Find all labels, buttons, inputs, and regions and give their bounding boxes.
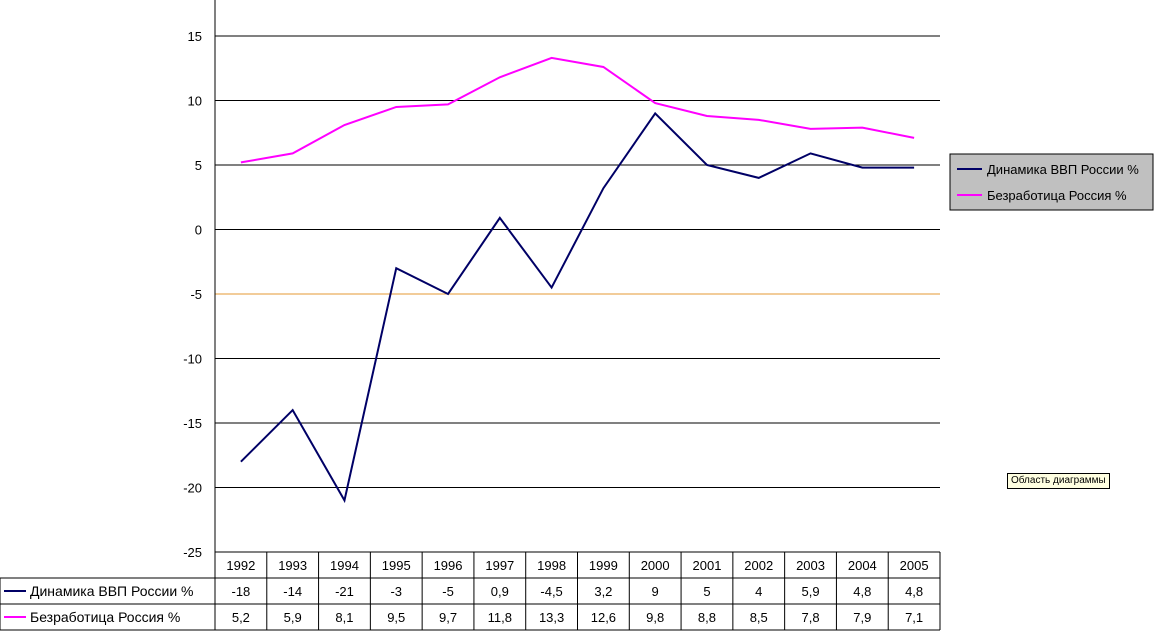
x-category-label: 2001 <box>693 558 722 573</box>
series-lines <box>240 56 915 504</box>
data-label: 9,7 <box>439 610 457 625</box>
data-label: 0,9 <box>491 584 509 599</box>
data-point[interactable] <box>447 103 449 105</box>
data-point[interactable] <box>758 177 760 179</box>
x-category-label: 1993 <box>278 558 307 573</box>
data-point[interactable] <box>292 409 294 411</box>
x-category-label: 1997 <box>485 558 514 573</box>
data-point[interactable] <box>810 128 812 130</box>
y-axis-ticks: 15 10 5 0 -5 -10 -15 -20 -25 <box>183 29 202 560</box>
x-category-label: 1995 <box>382 558 411 573</box>
data-label: -3 <box>390 584 402 599</box>
data-point[interactable] <box>913 167 915 169</box>
data-label: -21 <box>335 584 354 599</box>
y-tick-label: -15 <box>183 416 202 431</box>
data-label: 7,8 <box>801 610 819 625</box>
data-point[interactable] <box>706 164 708 166</box>
data-point[interactable] <box>292 152 294 154</box>
data-point[interactable] <box>758 119 760 121</box>
data-label: -14 <box>283 584 302 599</box>
data-label: 5,9 <box>801 584 819 599</box>
data-point[interactable] <box>861 127 863 129</box>
data-label: 8,1 <box>335 610 353 625</box>
y-tick-label: 0 <box>195 223 202 238</box>
data-point[interactable] <box>499 217 501 219</box>
x-category-label: 2002 <box>744 558 773 573</box>
x-category-label: 1998 <box>537 558 566 573</box>
data-point[interactable] <box>654 102 656 104</box>
table-series-name: Динамика ВВП России % <box>30 583 194 599</box>
legend[interactable]: Динамика ВВП России % Безработица Россия … <box>949 153 1154 211</box>
data-point[interactable] <box>810 152 812 154</box>
data-point[interactable] <box>861 167 863 169</box>
data-label: -5 <box>442 584 454 599</box>
data-label: 4,8 <box>905 584 923 599</box>
data-point[interactable] <box>499 76 501 78</box>
y-tick-label: -20 <box>183 481 202 496</box>
data-point[interactable] <box>343 124 345 126</box>
data-label: 9,5 <box>387 610 405 625</box>
legend-label: Безработица Россия % <box>987 188 1127 203</box>
data-label: 4,8 <box>853 584 871 599</box>
series-line-0[interactable] <box>240 111 915 504</box>
data-point[interactable] <box>395 267 397 269</box>
data-label: 4 <box>755 584 762 599</box>
data-table: 1992 1993 1994 1995 1996 1997 1998 1999 2000 2001… <box>0 551 941 631</box>
data-label: 11,8 <box>488 610 512 625</box>
data-label: 8,8 <box>698 610 716 625</box>
data-point[interactable] <box>447 293 449 295</box>
data-point[interactable] <box>551 287 553 289</box>
legend-box[interactable] <box>949 153 1154 211</box>
data-label: 3,2 <box>594 584 612 599</box>
data-point[interactable] <box>395 106 397 108</box>
table-series-name: Безработица Россия % <box>30 609 180 625</box>
x-category-label: 2004 <box>848 558 877 573</box>
y-tick-label: -25 <box>183 545 202 560</box>
chart-area-tooltip: Область диаграммы <box>1007 473 1110 489</box>
y-tick-label: 5 <box>195 158 202 173</box>
data-point[interactable] <box>654 112 656 114</box>
data-point[interactable] <box>240 461 242 463</box>
x-category-label: 1992 <box>226 558 255 573</box>
data-label: 5 <box>703 584 710 599</box>
data-label: 5,2 <box>232 610 250 625</box>
data-label: 7,1 <box>905 610 923 625</box>
x-category-label: 1999 <box>589 558 618 573</box>
y-tick-label: 10 <box>188 94 202 109</box>
x-category-label: 1996 <box>434 558 463 573</box>
data-label: 8,5 <box>750 610 768 625</box>
x-category-label: 2003 <box>796 558 825 573</box>
data-point[interactable] <box>706 115 708 117</box>
data-point[interactable] <box>240 161 242 163</box>
y-tick-label: 15 <box>188 29 202 44</box>
x-category-label: 1994 <box>330 558 359 573</box>
data-label: 12,6 <box>591 610 616 625</box>
data-point[interactable] <box>551 57 553 59</box>
data-label: 7,9 <box>853 610 871 625</box>
data-label: 9 <box>652 584 659 599</box>
data-label: -4,5 <box>540 584 562 599</box>
data-point[interactable] <box>343 499 345 501</box>
data-point[interactable] <box>913 137 915 139</box>
y-tick-label: -10 <box>183 352 202 367</box>
data-point[interactable] <box>602 66 604 68</box>
data-label: -18 <box>231 584 250 599</box>
x-category-label: 2005 <box>900 558 929 573</box>
gridlines <box>215 35 940 488</box>
data-label: 13,3 <box>539 610 564 625</box>
x-category-label: 2000 <box>641 558 670 573</box>
y-tick-label: -5 <box>190 287 202 302</box>
data-point[interactable] <box>602 187 604 189</box>
data-label: 9,8 <box>646 610 664 625</box>
legend-label: Динамика ВВП России % <box>987 162 1139 177</box>
series-line-1[interactable] <box>240 56 915 164</box>
data-label: 5,9 <box>284 610 302 625</box>
